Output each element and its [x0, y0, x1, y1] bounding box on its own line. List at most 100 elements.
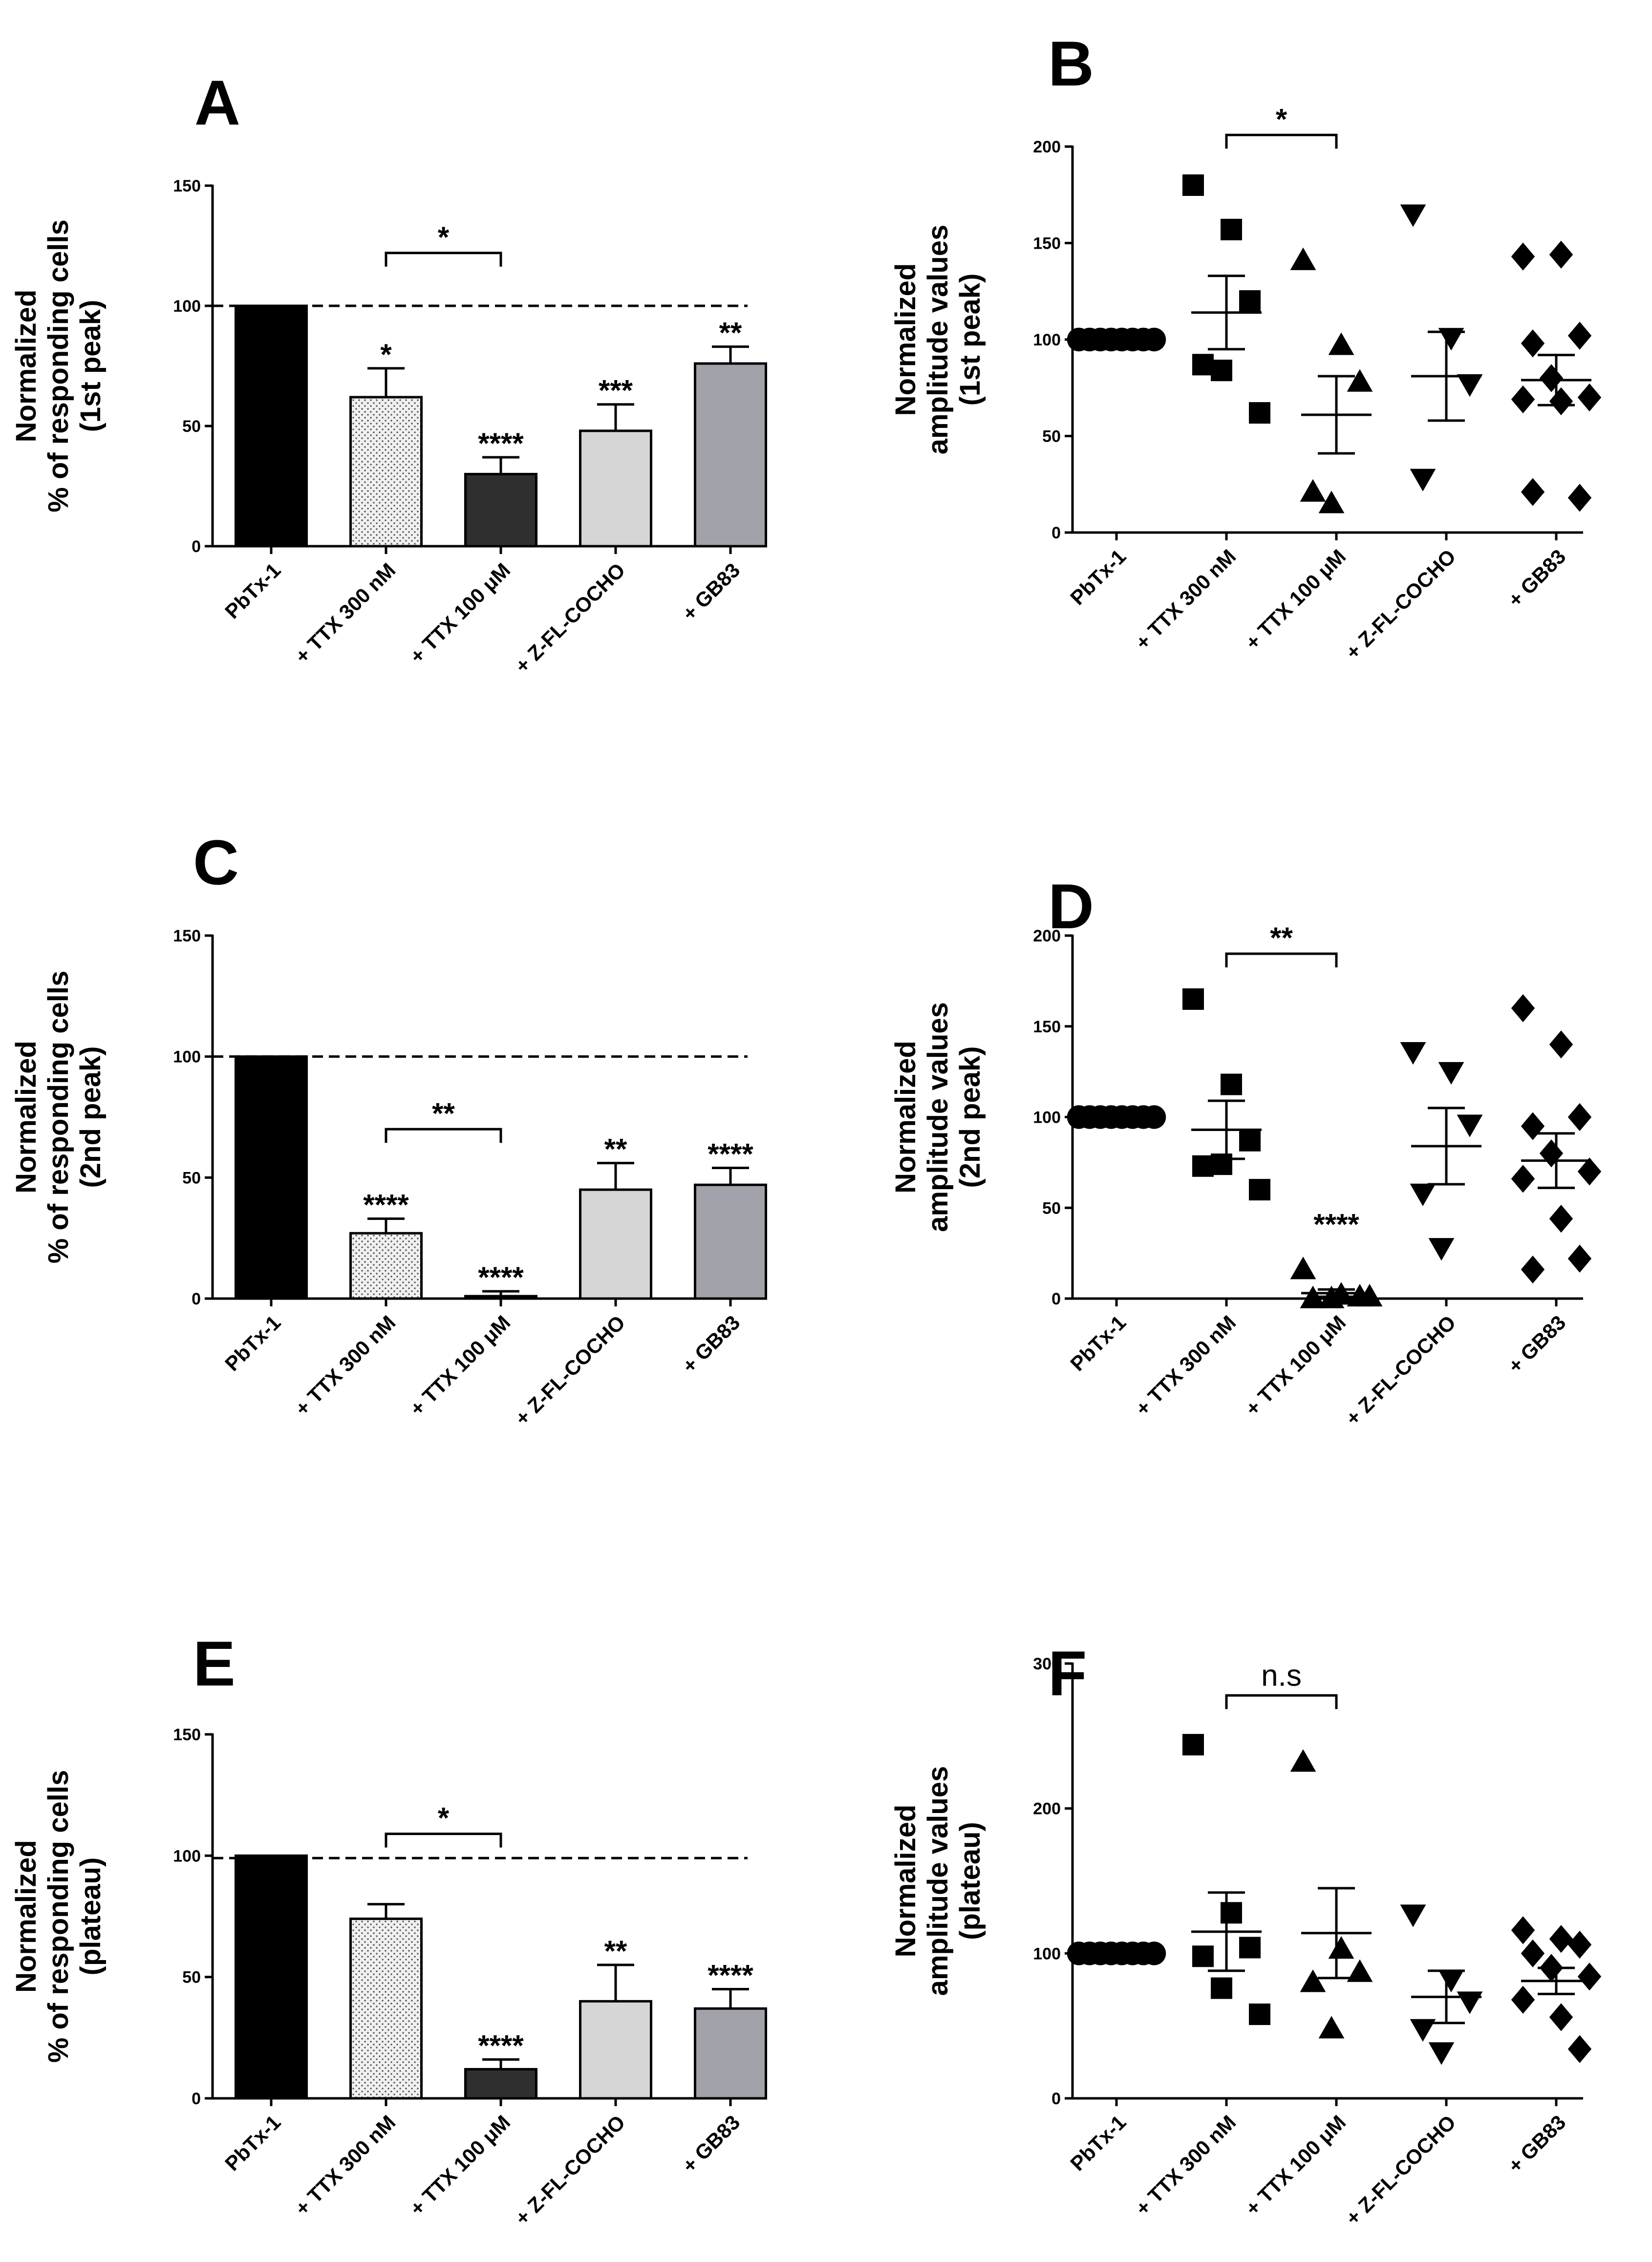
bracket-label: * [438, 1802, 450, 1835]
y-tick-label: 150 [173, 1726, 201, 1744]
data-point [1521, 1112, 1545, 1140]
data-point [1410, 469, 1436, 491]
y-tick-label: 50 [182, 1968, 201, 1987]
y-tick-label: 100 [1033, 1944, 1061, 1963]
data-point [1249, 1179, 1270, 1201]
panel-letter: F [1048, 1638, 1087, 1709]
bracket-label: ** [1270, 921, 1293, 954]
panel-c: C Normalized% of responding cells(2nd pea… [10, 827, 767, 1430]
bar [694, 1183, 767, 1300]
x-tick-label: PbTx-1 [1066, 545, 1130, 609]
bar [349, 1232, 423, 1300]
y-tick-label: 0 [1051, 2090, 1061, 2108]
x-tick-label: + TTX 100 μM [405, 1311, 515, 1420]
y-axis-label-line: Normalized [10, 1041, 42, 1194]
y-tick-label: 50 [1042, 1199, 1061, 1217]
data-point [1438, 1969, 1464, 1993]
x-tick-label: + TTX 100 μM [405, 2111, 515, 2220]
data-point [1249, 402, 1270, 424]
x-tick-label: + TTX 300 nM [1131, 2111, 1241, 2220]
data-point [1328, 332, 1354, 355]
x-tick-label: + Z-FL-COCHO [1341, 545, 1460, 664]
y-axis-label-line: (1st peak) [954, 274, 986, 406]
data-point [1567, 1930, 1592, 1959]
y-axis-label-line: (2nd peak) [75, 1046, 107, 1188]
bracket-label: ** [432, 1097, 455, 1130]
y-tick-label: 100 [1033, 331, 1061, 349]
x-tick-label: + TTX 100 μM [1241, 2111, 1350, 2220]
data-point [1249, 2003, 1270, 2025]
y-axis-label-line: amplitude values [922, 1002, 954, 1232]
y-axis-label-line: Normalized [10, 1840, 42, 1993]
panel-f: F Normalizedamplitude values(plateau) 0 100… [890, 1638, 1602, 2230]
y-axis-label-line: (plateau) [954, 1822, 986, 1940]
data-point [1239, 1130, 1261, 1152]
x-tick-label: + Z-FL-COCHO [511, 1311, 630, 1430]
y-tick-label: 100 [173, 1048, 201, 1067]
x-tick-label: + TTX 100 μM [1241, 545, 1350, 654]
significance-label: ** [604, 1133, 627, 1166]
x-tick-label: + GB83 [678, 2111, 744, 2177]
x-tick-label: + TTX 300 nM [291, 2111, 400, 2220]
data-point [1567, 484, 1592, 512]
x-tick-label: PbTx-1 [1066, 2111, 1130, 2175]
y-tick-label: 200 [1033, 138, 1061, 156]
x-tick-label: PbTx-1 [220, 2111, 285, 2175]
comparison-bracket [1225, 952, 1338, 968]
x-tick-label: + Z-FL-COCHO [1341, 2111, 1460, 2230]
y-axis-label: Normalizedamplitude values(plateau) [890, 1766, 986, 1996]
data-point [1192, 354, 1214, 376]
x-tick-label: + GB83 [1503, 2111, 1570, 2177]
panel-a: A Normalized% of responding cells(1st pea… [10, 67, 767, 678]
data-point [1410, 2019, 1436, 2042]
panel-letter: E [193, 1628, 236, 1699]
y-tick-label: 150 [173, 177, 201, 195]
data-point [1290, 247, 1316, 270]
significance-label: **** [478, 2029, 524, 2062]
panel-e: E Normalized% of responding cells(plateau… [10, 1628, 767, 2230]
y-axis-label-line: (2nd peak) [954, 1046, 986, 1188]
y-axis-label-line: Normalized [890, 1041, 922, 1194]
data-point [1549, 1030, 1573, 1059]
x-tick-label: PbTx-1 [220, 558, 285, 623]
y-axis-label: Normalized% of responding cells(1st peak… [10, 219, 107, 512]
data-point [1142, 1105, 1166, 1129]
significance-label: **** [1313, 1208, 1359, 1241]
data-point [1438, 1062, 1464, 1085]
data-point [1182, 1734, 1204, 1756]
data-point [1239, 290, 1261, 312]
x-tick-label: + TTX 100 μM [1241, 1311, 1350, 1420]
data-point [1549, 387, 1573, 415]
y-tick-label: 100 [173, 297, 201, 316]
x-tick-label: + TTX 300 nM [291, 1311, 400, 1420]
y-axis-label-line: % of responding cells [43, 1770, 74, 2063]
data-point [1549, 240, 1573, 269]
y-axis-label-line: Normalized [10, 290, 42, 443]
data-point [1239, 1937, 1261, 1959]
bar [235, 1854, 308, 2100]
y-axis-label-line: Normalized [890, 263, 922, 416]
y-tick-label: 0 [192, 2090, 201, 2108]
data-point [1356, 1283, 1383, 1307]
y-axis-label-line: amplitude values [922, 225, 954, 455]
bracket-label: * [1276, 103, 1287, 135]
data-point [1410, 1183, 1436, 1206]
y-axis-label-line: (1st peak) [75, 300, 107, 432]
comparison-bracket [1225, 133, 1338, 149]
data-point [1521, 1939, 1545, 1967]
data-point [1521, 478, 1545, 506]
data-point [1400, 204, 1426, 227]
bar [349, 396, 423, 548]
data-point [1300, 479, 1326, 502]
data-point [1511, 1165, 1535, 1193]
bracket-label: n.s [1261, 1659, 1302, 1692]
data-point [1221, 1073, 1242, 1095]
significance-label: *** [599, 374, 633, 407]
significance-label: **** [708, 1138, 753, 1171]
data-point [1211, 1977, 1232, 1999]
data-point [1192, 1945, 1214, 1967]
y-axis-label-line: % of responding cells [43, 219, 74, 512]
x-tick-label: + GB83 [1503, 545, 1570, 611]
comparison-bracket [385, 1833, 502, 1848]
y-tick-label: 150 [173, 927, 201, 945]
